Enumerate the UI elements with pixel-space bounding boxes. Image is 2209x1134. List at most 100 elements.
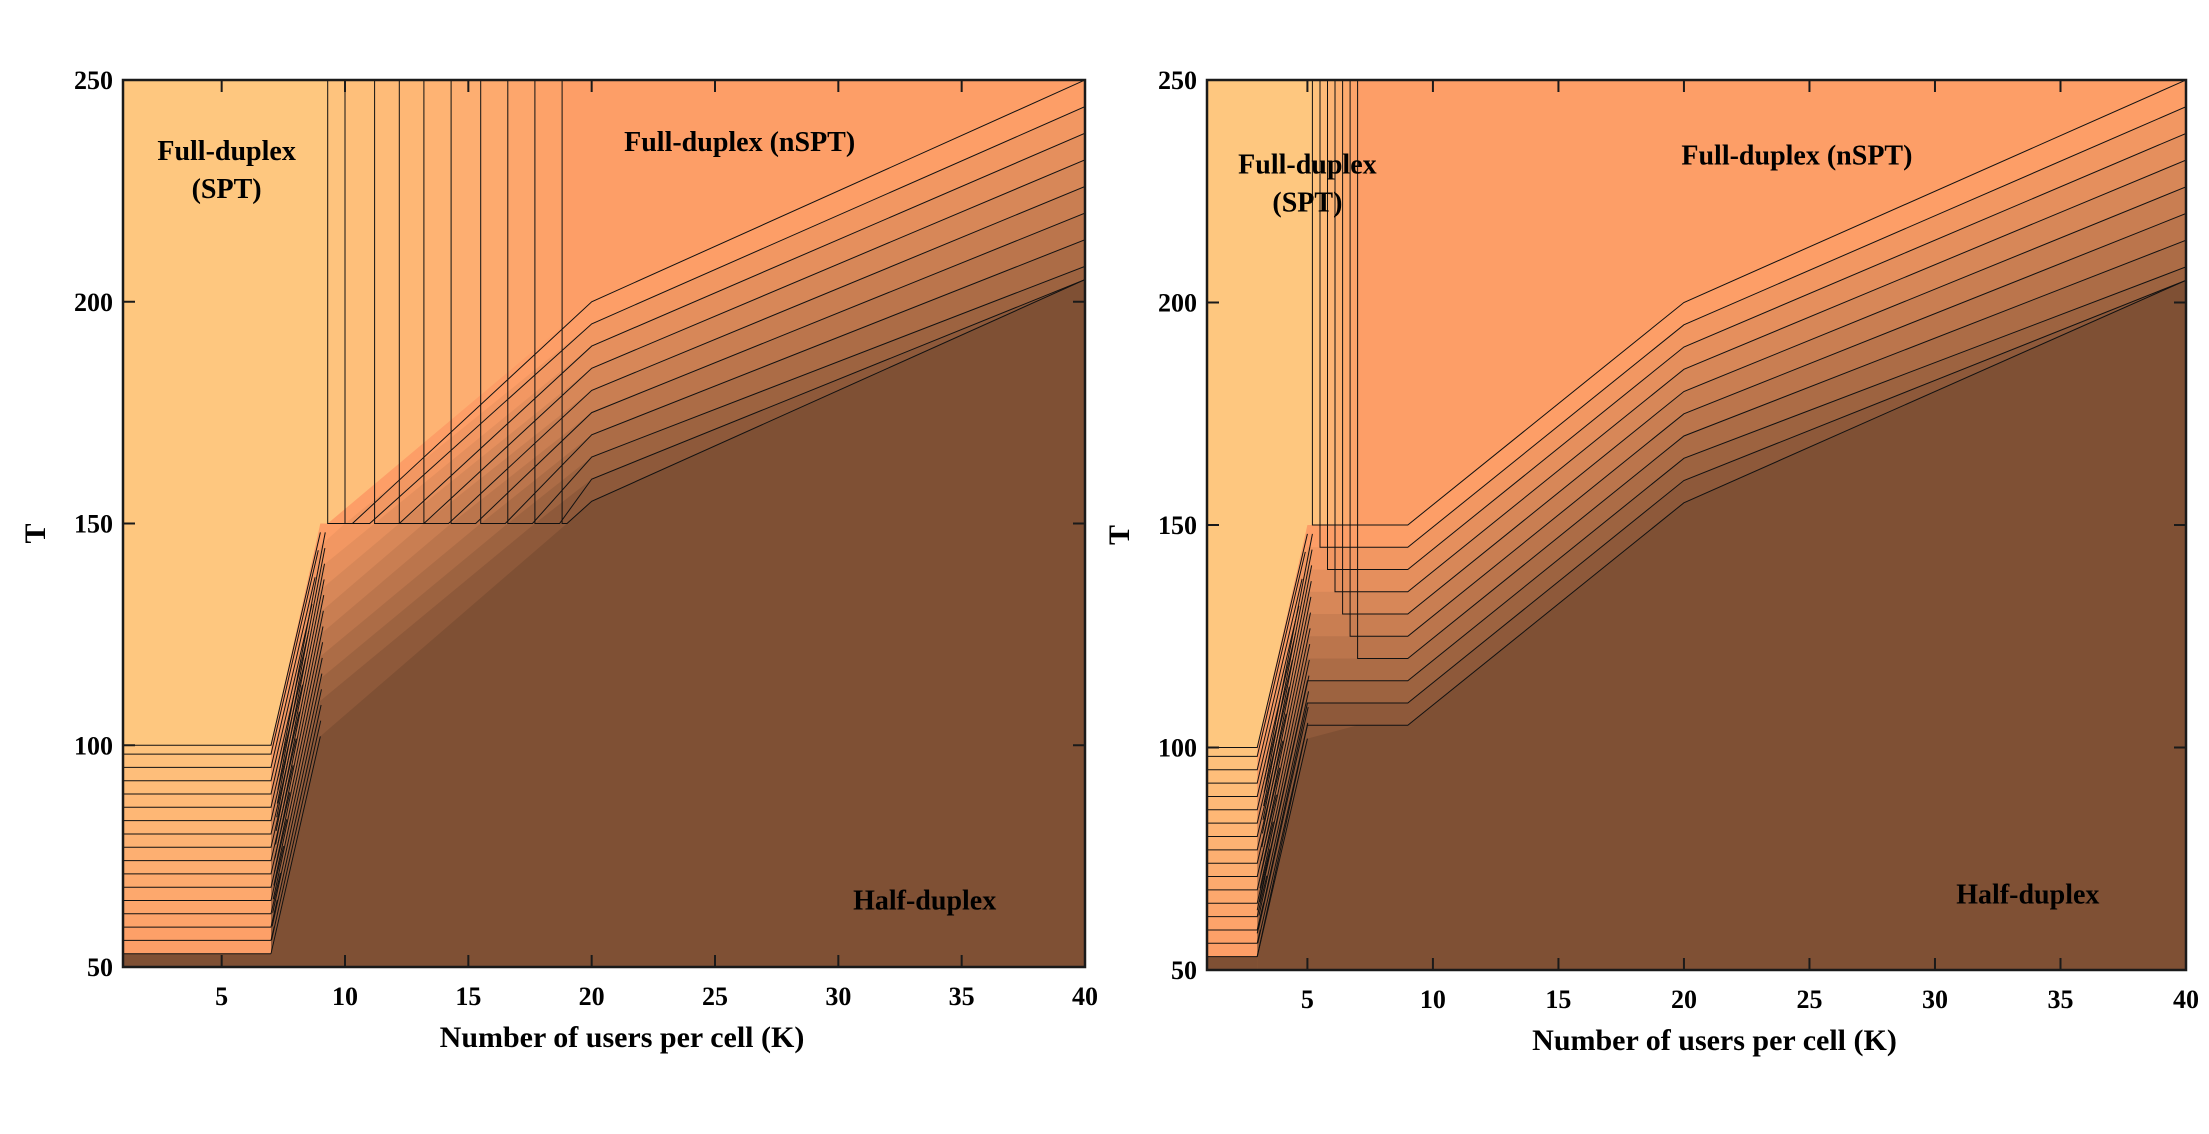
contour-line xyxy=(1334,80,2186,593)
x-tick-label: 35 xyxy=(949,982,975,1011)
spt-nspt-band xyxy=(1320,80,1328,525)
x-axis-title: Number of users per cell (K) xyxy=(440,1021,805,1054)
spt-lower-band xyxy=(1207,889,1258,904)
spt-nspt-band xyxy=(1327,80,1335,525)
spt-lower-band xyxy=(1207,769,1258,784)
y-tick-label: 150 xyxy=(1158,511,1197,540)
spt-lower-band xyxy=(1207,747,1258,757)
contour-line xyxy=(277,532,326,777)
spt-nspt-band xyxy=(1312,80,1320,525)
spt-lower-band xyxy=(123,940,271,954)
contour-line xyxy=(1311,80,2186,526)
y-tick-label: 150 xyxy=(74,510,113,539)
spt-lower-band xyxy=(1207,863,1258,877)
contour-line xyxy=(1263,565,1313,807)
spt-region-label: Full-duplex xyxy=(157,136,295,167)
contour-line xyxy=(276,563,325,804)
spt-lower-band xyxy=(1207,903,1258,917)
contour-line xyxy=(272,689,322,913)
contour-line xyxy=(1207,605,1300,784)
left-contour-chart: 5 10 15 20 25 30 35 40 50 100 150 200 250 Number of u… xyxy=(19,66,1098,1054)
spt-lower-band xyxy=(123,780,271,794)
contour-line xyxy=(271,720,322,941)
contour-line xyxy=(1207,578,1303,771)
x-tick-label: 10 xyxy=(332,982,358,1011)
x-tick-label: 15 xyxy=(1545,985,1571,1014)
spt-nspt-band xyxy=(345,80,375,524)
x-tick-label: 40 xyxy=(2173,985,2199,1014)
y-axis-title: T xyxy=(1103,525,1136,545)
half-duplex-region-label: Half-duplex xyxy=(1956,879,2099,910)
contour-line xyxy=(1264,533,1313,779)
spt-region-label: (SPT) xyxy=(1272,187,1342,218)
y-tick-label: 100 xyxy=(1158,734,1197,763)
spt-nspt-band xyxy=(1350,80,1358,525)
contour-line xyxy=(1357,80,2186,659)
contour-line xyxy=(1256,279,2186,957)
spt-lower-band xyxy=(1207,756,1258,770)
y-tick-label: 50 xyxy=(1171,956,1197,985)
x-tick-label: 10 xyxy=(1420,985,1446,1014)
x-axis-title: Number of users per cell (K) xyxy=(1532,1024,1897,1057)
x-tick-label: 15 xyxy=(455,982,481,1011)
spt-lower-band xyxy=(123,794,271,808)
contour-line xyxy=(1319,80,2186,548)
contour-line xyxy=(1207,875,1268,918)
contour-line xyxy=(480,80,1085,524)
spt-lower-band xyxy=(1207,783,1258,797)
contour-line xyxy=(123,577,316,768)
contour-line xyxy=(275,610,324,845)
contour-line xyxy=(123,819,288,888)
contour-line xyxy=(1257,722,1309,944)
region-half-duplex-corner xyxy=(123,953,271,967)
contour-line xyxy=(1256,279,2186,934)
x-tick-label: 5 xyxy=(1301,985,1314,1014)
spt-lower-band xyxy=(1207,809,1258,824)
spt-lower-band xyxy=(123,820,271,834)
contour-line xyxy=(123,845,285,901)
y-tick-label: 200 xyxy=(1158,289,1197,318)
contour-line xyxy=(276,579,325,818)
region-half-duplex xyxy=(271,279,1085,967)
nspt-region-label: Full-duplex (nSPT) xyxy=(1681,141,1912,172)
y-tick-label: 200 xyxy=(74,288,113,317)
contour-line xyxy=(534,80,1085,524)
contour-line xyxy=(1260,628,1311,861)
spt-nspt-band xyxy=(1342,80,1351,525)
contour-line xyxy=(344,80,1085,524)
spt-lower-band xyxy=(123,767,271,781)
contour-line xyxy=(1259,659,1310,889)
spt-region-label: (SPT) xyxy=(192,174,262,205)
y-tick-label: 250 xyxy=(74,66,113,95)
contour-line xyxy=(1207,821,1274,891)
spt-lower-band xyxy=(123,913,271,928)
region-half-duplex xyxy=(1257,280,2186,970)
contour-line xyxy=(274,626,324,859)
contour-line xyxy=(1262,581,1312,820)
spt-lower-band xyxy=(123,887,271,901)
y-tick-label: 100 xyxy=(74,731,113,760)
contour-line xyxy=(270,736,321,954)
spt-lower-band xyxy=(1207,916,1258,930)
spt-lower-band xyxy=(1207,796,1258,810)
x-tick-label: 5 xyxy=(215,982,228,1011)
spt-nspt-band xyxy=(399,80,424,524)
spt-lower-band xyxy=(1207,943,1258,957)
contour-line xyxy=(1258,691,1310,916)
contour-line xyxy=(273,657,323,886)
contour-line xyxy=(507,80,1085,524)
contour-line xyxy=(123,899,278,928)
y-tick-label: 250 xyxy=(1158,66,1197,95)
nspt-region-label: Full-duplex (nSPT) xyxy=(624,127,855,158)
spt-nspt-band xyxy=(423,80,452,524)
spt-lower-band xyxy=(1207,876,1258,890)
spt-lower-band xyxy=(123,900,271,914)
contour-line xyxy=(1327,80,2186,570)
contour-line xyxy=(277,547,326,791)
contour-line xyxy=(1263,549,1313,793)
x-tick-label: 30 xyxy=(825,982,851,1011)
spt-nspt-band xyxy=(1335,80,1343,525)
contour-line xyxy=(271,704,322,927)
contour-line xyxy=(123,792,291,875)
